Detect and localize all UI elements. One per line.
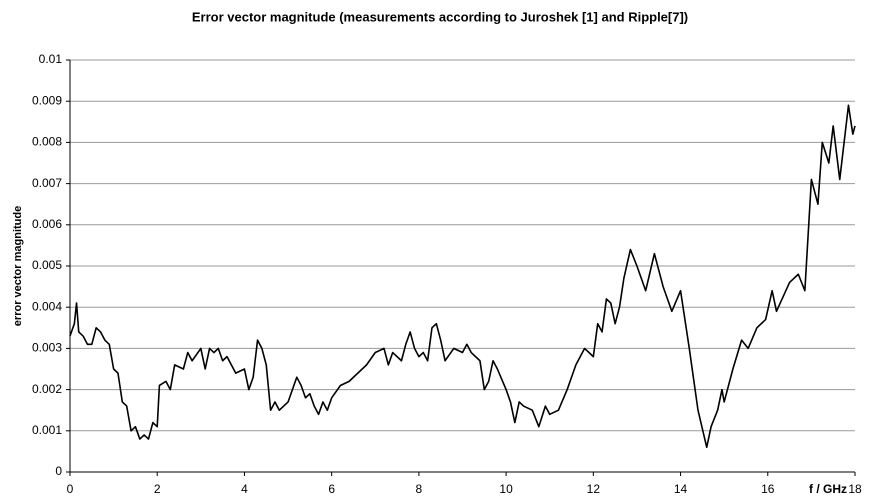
- x-tick-label: 8: [416, 482, 423, 496]
- y-tick-label: 0.009: [32, 93, 62, 107]
- x-tick-label: 10: [499, 482, 513, 496]
- y-tick-label: 0.001: [32, 423, 62, 437]
- y-tick-label: 0.004: [32, 299, 62, 313]
- y-tick-label: 0.002: [32, 382, 62, 396]
- x-axis-label: f / GHz: [809, 482, 847, 496]
- x-tick-label: 2: [154, 482, 161, 496]
- x-tick-label: 6: [328, 482, 335, 496]
- y-tick-label: 0.005: [32, 258, 62, 272]
- chart-title: Error vector magnitude (measurements acc…: [192, 9, 688, 24]
- y-tick-label: 0.008: [32, 135, 62, 149]
- y-tick-label: 0.003: [32, 341, 62, 355]
- x-tick-label: 0: [67, 482, 74, 496]
- y-tick-label: 0.006: [32, 217, 62, 231]
- y-tick-label: 0.01: [39, 52, 63, 66]
- x-tick-label: 12: [587, 482, 601, 496]
- y-tick-label: 0: [55, 464, 62, 478]
- y-tick-label: 0.007: [32, 176, 62, 190]
- x-tick-label: 4: [241, 482, 248, 496]
- x-tick-label: 16: [761, 482, 775, 496]
- x-tick-label: 18: [848, 482, 862, 496]
- data-line: [69, 104, 856, 449]
- y-axis-label: error vector magnitude: [12, 206, 24, 326]
- x-tick-label: 14: [674, 482, 688, 496]
